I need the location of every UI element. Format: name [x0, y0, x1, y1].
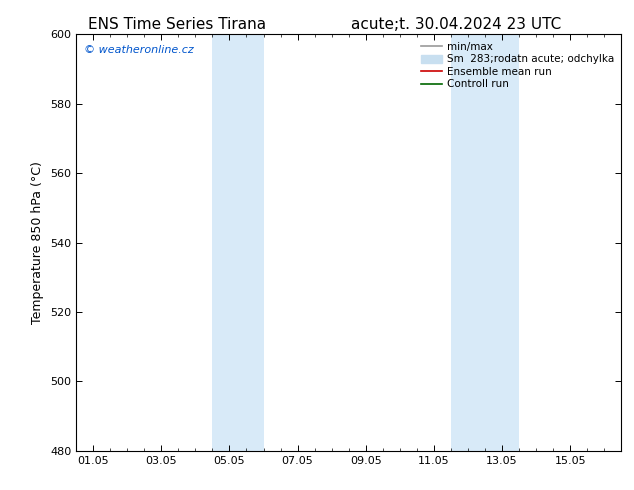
Text: acute;t. 30.04.2024 23 UTC: acute;t. 30.04.2024 23 UTC — [351, 17, 562, 32]
Y-axis label: Temperature 850 hPa (°C): Temperature 850 hPa (°C) — [32, 161, 44, 324]
Text: © weatheronline.cz: © weatheronline.cz — [84, 45, 194, 55]
Bar — [451, 34, 519, 451]
Text: ENS Time Series Tirana: ENS Time Series Tirana — [89, 17, 266, 32]
Legend: min/max, Sm  283;rodatn acute; odchylka, Ensemble mean run, Controll run: min/max, Sm 283;rodatn acute; odchylka, … — [418, 40, 616, 92]
Bar — [212, 34, 264, 451]
